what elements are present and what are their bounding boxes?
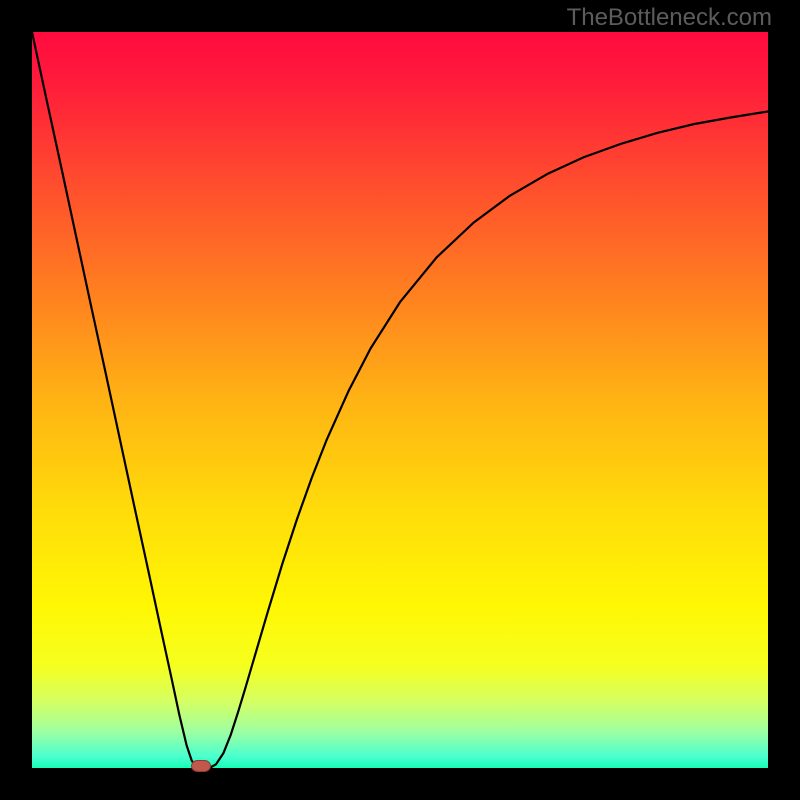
optimum-marker-shape (191, 760, 211, 772)
optimum-marker (191, 759, 211, 777)
watermark-text: TheBottleneck.com (567, 4, 772, 32)
bottleneck-curve (32, 32, 768, 768)
chart-frame: TheBottleneck.com (0, 0, 800, 800)
plot-area (32, 32, 768, 768)
